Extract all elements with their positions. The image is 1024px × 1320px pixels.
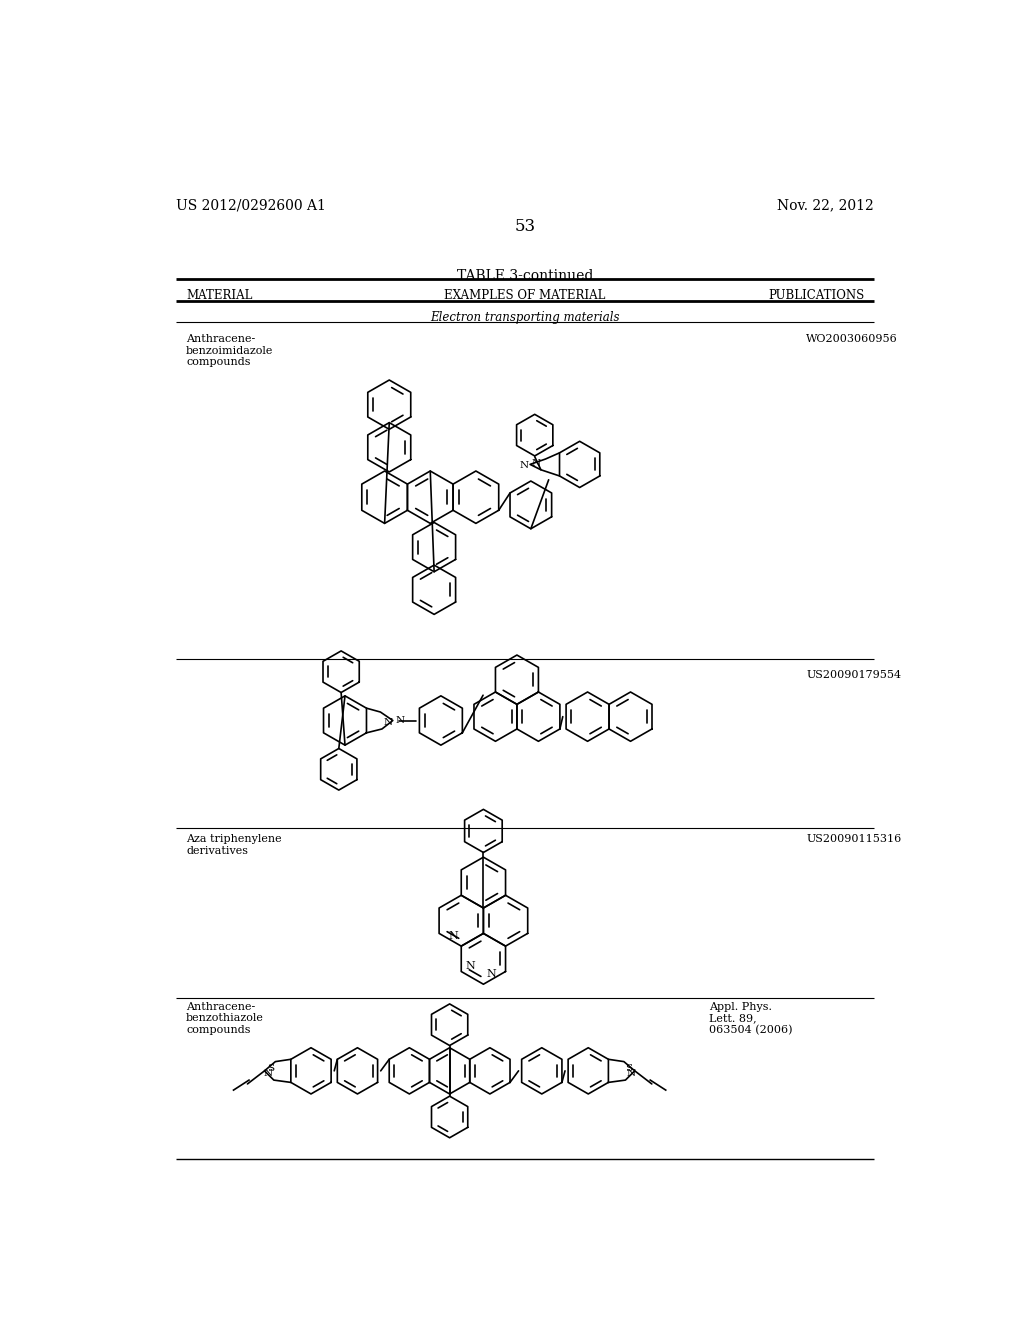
Text: Anthracene-
benzoimidazole
compounds: Anthracene- benzoimidazole compounds	[186, 334, 273, 367]
Text: N: N	[263, 1069, 272, 1077]
Text: N: N	[519, 462, 528, 470]
Text: TABLE 3-continued: TABLE 3-continued	[457, 268, 593, 282]
Text: US 2012/0292600 A1: US 2012/0292600 A1	[176, 198, 326, 213]
Text: S: S	[266, 1064, 273, 1073]
Text: 53: 53	[514, 218, 536, 235]
Text: S: S	[626, 1064, 633, 1073]
Text: WO2003060956: WO2003060956	[806, 334, 898, 345]
Text: N: N	[486, 969, 496, 979]
Text: Aza triphenylene
derivatives: Aza triphenylene derivatives	[186, 834, 282, 857]
Text: EXAMPLES OF MATERIAL: EXAMPLES OF MATERIAL	[444, 289, 605, 302]
Text: N: N	[531, 459, 540, 469]
Text: N: N	[384, 718, 392, 726]
Text: Nov. 22, 2012: Nov. 22, 2012	[777, 198, 873, 213]
Text: Appl. Phys.
Lett. 89,
063504 (2006): Appl. Phys. Lett. 89, 063504 (2006)	[710, 1002, 793, 1035]
Text: Anthracene-
benzothiazole
compounds: Anthracene- benzothiazole compounds	[186, 1002, 264, 1035]
Text: N: N	[627, 1069, 636, 1077]
Text: Electron transporting materials: Electron transporting materials	[430, 312, 620, 323]
Text: PUBLICATIONS: PUBLICATIONS	[768, 289, 864, 302]
Text: MATERIAL: MATERIAL	[186, 289, 253, 302]
Text: US20090115316: US20090115316	[806, 834, 901, 845]
Text: N: N	[449, 931, 459, 941]
Text: N: N	[466, 961, 475, 972]
Text: US20090179554: US20090179554	[806, 671, 901, 680]
Text: N: N	[395, 715, 404, 725]
